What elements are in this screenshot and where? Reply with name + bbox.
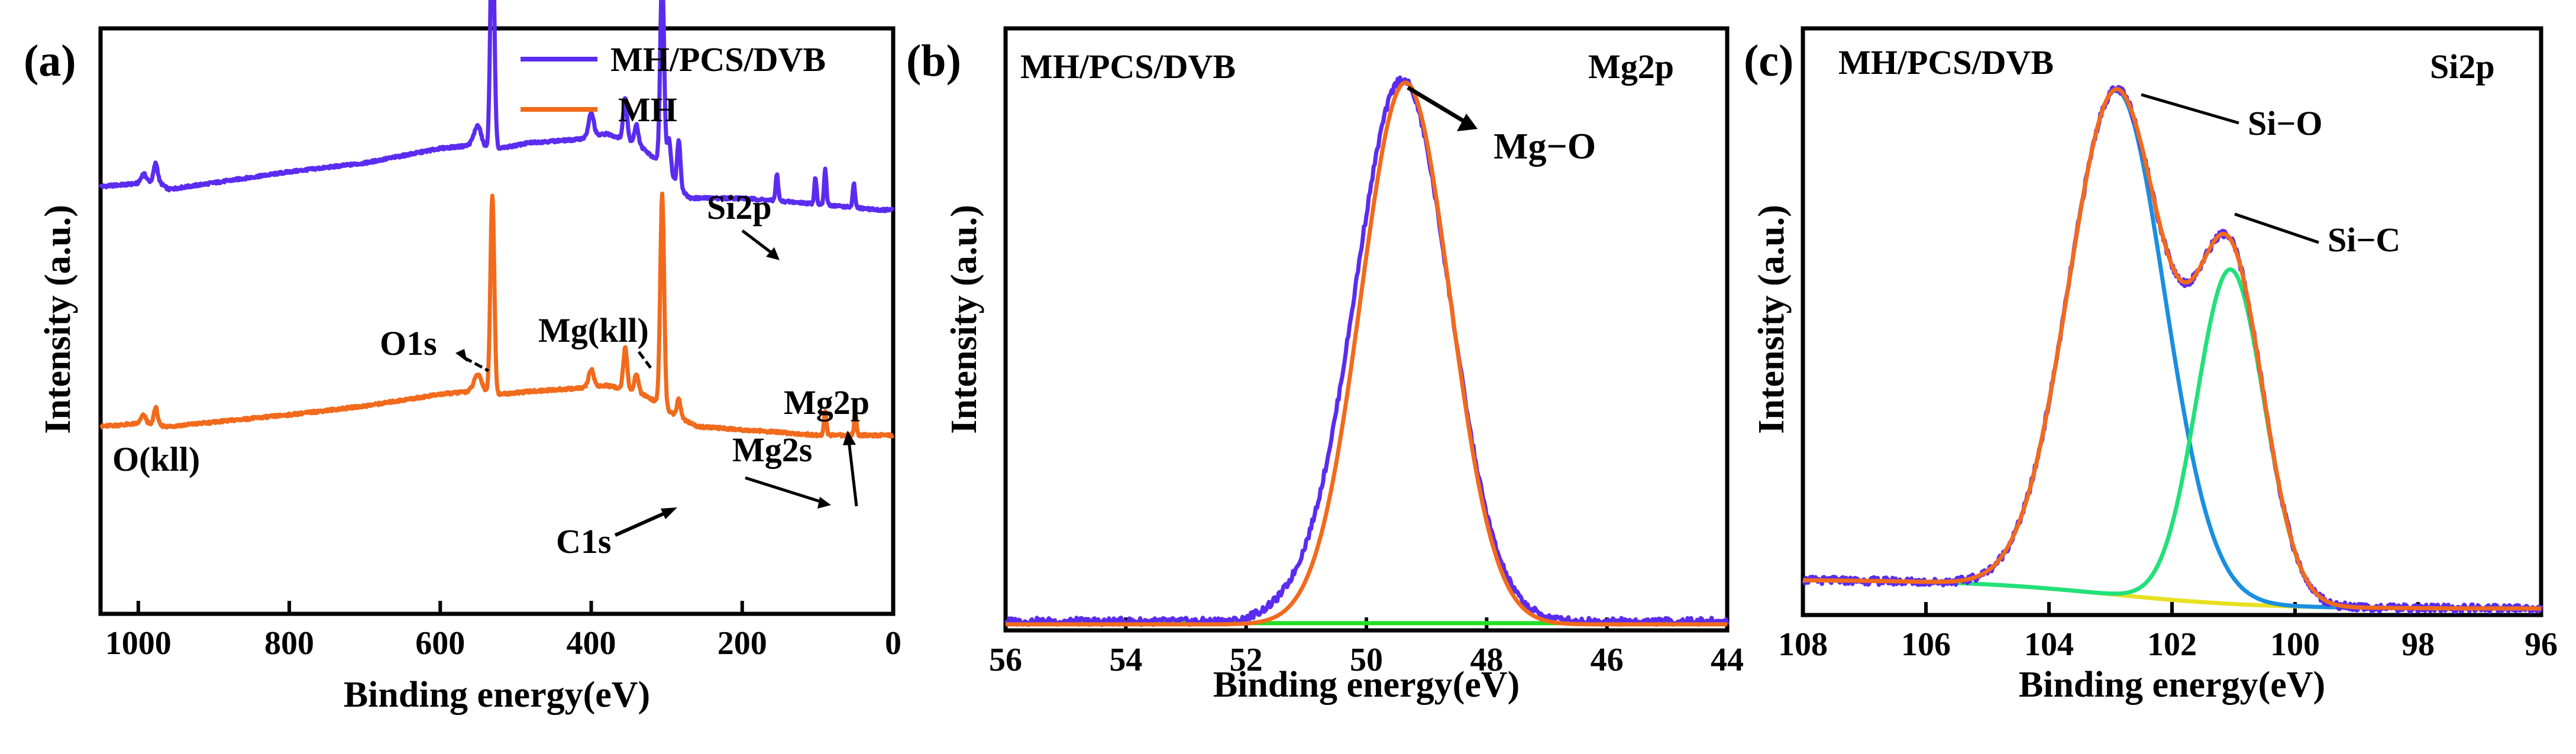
x-tick-label: 600 xyxy=(415,625,465,662)
annotation-c1s: C1s xyxy=(556,522,611,561)
annotation-mg2p: Mg2p xyxy=(784,383,870,422)
annotation-si2p: Si2p xyxy=(707,188,772,226)
panel-a-ylabel: Intensity (a.u.) xyxy=(38,205,78,434)
annotation-mg-o: Mg−O xyxy=(1494,127,1596,167)
panel-b-label: (b) xyxy=(906,36,961,86)
x-tick-label: 108 xyxy=(1778,626,1828,663)
panel-c: (c) 108 106 104 102 100 98 96 Binding energy(e… xyxy=(1744,26,2558,705)
arrow-o1s xyxy=(463,356,490,373)
arrow-mg2p xyxy=(847,440,858,507)
x-tick-label: 54 xyxy=(1109,642,1142,678)
x-tick-label: 0 xyxy=(885,625,901,662)
arrowhead-mg-o xyxy=(1457,114,1478,131)
panel-a-annotations: O1s Mg(kll) O(kll) Si2p Mg2s Mg2p C1s xyxy=(112,188,870,561)
panel-a-xlabel: Binding energy(eV) xyxy=(344,675,650,715)
x-tick-label: 100 xyxy=(2270,626,2320,663)
panel-c-fit-line xyxy=(1802,87,2542,611)
arrowhead-c1s xyxy=(661,507,677,519)
arrow-c1s xyxy=(614,510,670,537)
panel-c-x-ticks: 108 106 104 102 100 98 96 xyxy=(1778,602,2558,663)
x-tick-label: 106 xyxy=(1901,626,1951,663)
annotation-si-o: Si−O xyxy=(2248,104,2323,143)
series-mh-pcs-dvb-line xyxy=(98,0,895,213)
legend-label-mh: MH xyxy=(618,90,677,129)
legend: MH/PCS/DVB MH xyxy=(521,40,826,129)
x-tick-label: 102 xyxy=(2147,626,2197,663)
panel-a: (a) 1000 800 600 400 200 0 Binding energy(eV)… xyxy=(24,0,901,715)
panel-a-frame xyxy=(98,26,896,616)
series-mh-line xyxy=(99,191,895,439)
arrowhead-mg2p xyxy=(843,431,856,445)
panel-b-frame xyxy=(1003,26,1730,633)
x-tick-label: 1000 xyxy=(105,625,172,662)
panel-c-ylabel: Intensity (a.u.) xyxy=(1751,205,1792,434)
legend-label-mh-pcs-dvb: MH/PCS/DVB xyxy=(610,40,826,79)
x-tick-label: 96 xyxy=(2525,626,2558,663)
x-tick-label: 200 xyxy=(717,625,767,662)
x-tick-label: 44 xyxy=(1711,642,1744,678)
annotation-si-c: Si−C xyxy=(2328,221,2400,259)
panel-c-xlabel: Binding energy(eV) xyxy=(2019,665,2325,705)
x-tick-label: 98 xyxy=(2402,626,2435,663)
x-tick-label: 52 xyxy=(1230,642,1263,678)
arrow-si-c xyxy=(2234,212,2319,244)
annotation-mg2s: Mg2s xyxy=(732,431,812,469)
panel-b-region-title: Mg2p xyxy=(1588,47,1674,86)
panel-a-label: (a) xyxy=(24,36,76,86)
panel-b-ylabel: Intensity (a.u.) xyxy=(944,205,984,434)
x-tick-label: 800 xyxy=(264,625,314,662)
panel-c-label: (c) xyxy=(1744,36,1793,86)
x-tick-label: 104 xyxy=(2024,626,2074,663)
x-tick-label: 50 xyxy=(1350,642,1383,678)
arrowhead-si2p xyxy=(766,247,780,260)
arrowhead-mg2s xyxy=(817,497,831,509)
panel-a-x-ticks: 1000 800 600 400 200 0 xyxy=(105,601,901,662)
panel-b-fit-line xyxy=(1005,80,1728,627)
panel-c-sample-title: MH/PCS/DVB xyxy=(1838,43,2054,82)
annotation-o-kll: O(kll) xyxy=(112,440,200,478)
panel-b-raw-line xyxy=(1004,75,1730,627)
panel-b-xlabel: Binding energy(eV) xyxy=(1213,665,1520,705)
arrow-mg2s xyxy=(745,476,825,504)
panel-c-region-title: Si2p xyxy=(2430,47,2495,86)
x-tick-label: 48 xyxy=(1470,642,1503,678)
arrowhead-o1s xyxy=(455,349,467,362)
arrow-si-o xyxy=(2141,93,2239,125)
x-tick-label: 56 xyxy=(989,642,1022,678)
x-tick-label: 46 xyxy=(1591,642,1624,678)
panel-b: (b) 56 54 52 50 48 46 44 Binding energy(eV) In… xyxy=(906,26,1744,705)
annotation-o1s: O1s xyxy=(380,324,437,363)
panel-b-x-ticks: 56 54 52 50 48 46 44 xyxy=(989,617,1744,678)
panel-c-si-c-component-line xyxy=(1803,267,2541,611)
arrow-mg-kll xyxy=(637,351,652,369)
annotation-mg-kll: Mg(kll) xyxy=(538,311,649,350)
x-tick-label: 400 xyxy=(567,625,616,662)
arrow-mg-o xyxy=(1407,85,1465,124)
panel-b-sample-title: MH/PCS/DVB xyxy=(1020,47,1236,86)
arrow-si2p xyxy=(741,229,773,254)
